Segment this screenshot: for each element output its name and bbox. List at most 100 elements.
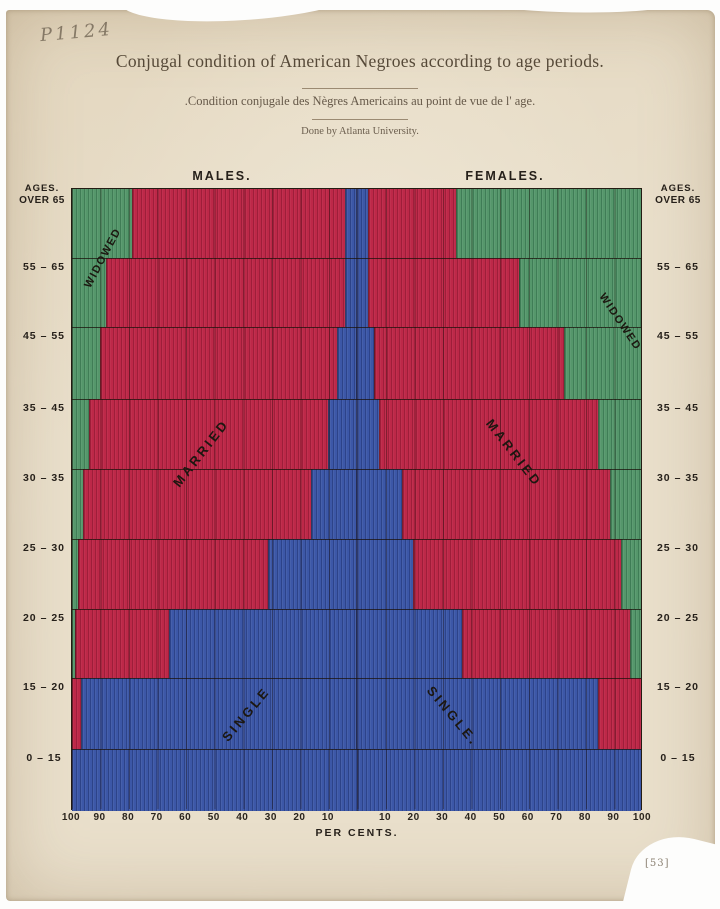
x-axis-tick-female-80: 80 [578, 812, 591, 823]
age-band-row-0-15 [72, 749, 641, 811]
segment-male-widowed [72, 189, 132, 258]
age-label-right: 55 – 65 [656, 261, 700, 273]
ages-heading-right: AGES. OVER 65 [648, 183, 708, 206]
segment-male-married [77, 539, 269, 609]
females-column-header: FEMALES. [465, 169, 545, 183]
chart-title: Conjugal condition of American Negroes a… [115, 51, 605, 71]
segment-female-married [402, 469, 610, 539]
segment-female-single [356, 609, 462, 678]
age-label-left: 0 – 15 [26, 752, 62, 764]
x-axis-tick-male-20: 20 [293, 812, 306, 823]
age-label-left: 55 – 65 [22, 261, 66, 273]
x-axis-tick-male-60: 60 [179, 812, 192, 823]
age-label-left: 30 – 35 [22, 472, 66, 484]
x-axis-tick-male-50: 50 [207, 812, 220, 823]
age-band-row-15-20 [72, 678, 641, 749]
x-axis-tick-female-50: 50 [493, 812, 506, 823]
chart-subtitle-french: .Condition conjugale des Nègres Americai… [184, 94, 536, 108]
age-label-right: 25 – 30 [656, 542, 700, 554]
segment-male-married [83, 469, 311, 539]
segment-female-widowed [629, 609, 641, 678]
segment-female-widowed [621, 539, 641, 609]
segment-male-married [89, 399, 329, 469]
row-divider-line [72, 399, 641, 400]
segment-male-widowed [72, 609, 75, 678]
x-axis-tick-female-70: 70 [550, 812, 563, 823]
age-label-right: 0 – 15 [660, 752, 696, 764]
segment-male-single [336, 327, 357, 399]
age-label-over65-right: OVER 65 [655, 195, 701, 206]
segment-female-married [379, 399, 599, 469]
age-label-left: 25 – 30 [22, 542, 66, 554]
age-band-row-45-55 [72, 327, 641, 399]
x-axis-tick-female-30: 30 [436, 812, 449, 823]
age-label-over65-left: OVER 65 [19, 195, 65, 206]
segment-female-single [356, 327, 374, 399]
segment-female-married [598, 678, 641, 749]
segment-female-married [461, 609, 630, 678]
x-axis-tick-female-40: 40 [464, 812, 477, 823]
x-axis-tick-male-80: 80 [122, 812, 135, 823]
age-label-left: 15 – 20 [22, 681, 66, 693]
segment-male-single [268, 539, 357, 609]
segment-male-single [328, 399, 357, 469]
age-label-left: 45 – 55 [22, 330, 66, 342]
row-divider-line [72, 609, 641, 610]
segment-female-single [356, 749, 641, 811]
males-column-header: MALES. [192, 169, 252, 183]
segment-male-single [345, 189, 357, 258]
segment-male-married [106, 258, 346, 327]
segment-female-widowed [518, 258, 641, 327]
row-divider-line [72, 678, 641, 679]
segment-female-widowed [609, 469, 641, 539]
age-band-row-Over 65 [72, 189, 641, 258]
segment-male-single [168, 609, 357, 678]
segment-female-single [356, 399, 380, 469]
stacked-bar-chart-area [71, 188, 642, 811]
segment-male-married [74, 609, 169, 678]
segment-female-widowed [564, 327, 641, 399]
ages-word-left: AGES. [24, 183, 60, 194]
age-band-row-55-65 [72, 258, 641, 327]
age-band-row-20-25 [72, 609, 641, 678]
segment-male-married [131, 189, 346, 258]
x-axis-title: PER CENTS. [315, 827, 399, 839]
ages-word-right: AGES. [660, 183, 696, 194]
x-axis-tick-male-90: 90 [93, 812, 106, 823]
age-label-right: 15 – 20 [656, 681, 700, 693]
segment-female-widowed [456, 189, 641, 258]
age-label-left: 35 – 45 [22, 402, 66, 414]
x-axis-tick-male-70: 70 [150, 812, 163, 823]
x-axis-tick-female-100: 100 [632, 812, 652, 823]
x-axis-tick-male-40: 40 [236, 812, 249, 823]
x-axis-tick-female-20: 20 [407, 812, 420, 823]
segment-male-widowed [72, 258, 107, 327]
segment-male-single [345, 258, 357, 327]
x-axis-tick-male-30: 30 [264, 812, 277, 823]
segment-female-married [367, 189, 457, 258]
row-divider-line [72, 539, 641, 540]
segment-male-widowed [72, 327, 101, 399]
x-axis-tick-male-10: 10 [321, 812, 334, 823]
segment-female-single [356, 258, 368, 327]
row-divider-line [72, 258, 641, 259]
x-axis-tick-female-10: 10 [378, 812, 392, 823]
row-divider-line [72, 327, 641, 328]
segment-male-married [72, 678, 81, 749]
age-band-row-25-30 [72, 539, 641, 609]
segment-male-widowed [72, 399, 90, 469]
segment-female-single [356, 469, 402, 539]
x-axis-tick-female-60: 60 [521, 812, 534, 823]
age-label-right: 35 – 45 [656, 402, 700, 414]
x-axis-tick-male-100: 100 [61, 812, 81, 823]
segment-male-widowed [72, 469, 84, 539]
age-label-right: 45 – 55 [656, 330, 700, 342]
segment-male-single [310, 469, 357, 539]
segment-male-married [100, 327, 337, 399]
segment-female-married [373, 327, 565, 399]
ages-heading-left: AGES. OVER 65 [12, 183, 72, 206]
segment-male-widowed [72, 539, 78, 609]
segment-female-single [356, 539, 414, 609]
age-band-row-35-45 [72, 399, 641, 469]
